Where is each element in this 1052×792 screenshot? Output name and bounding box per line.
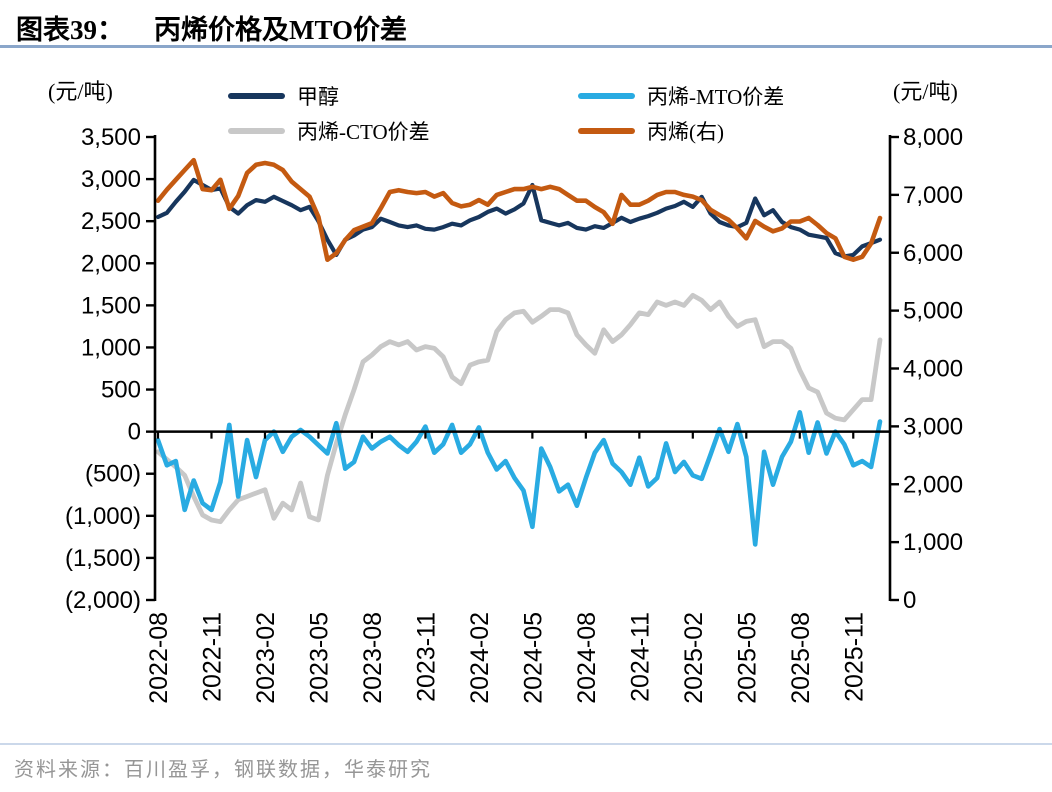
x-tick-label: 2025-05 — [733, 612, 761, 704]
legend-item-methanol: 甲醇 — [228, 83, 339, 109]
x-tick-label: 2024-02 — [466, 612, 494, 704]
legend-item-mto-spread: 丙烯-MTO价差 — [578, 83, 784, 109]
svg-text:1,500: 1,500 — [81, 292, 141, 319]
x-tick-label: 2024-08 — [573, 612, 601, 704]
legend-swatch — [578, 128, 635, 134]
line-propylene — [155, 157, 883, 263]
x-tick-label: 2023-05 — [305, 612, 333, 704]
svg-text:500: 500 — [101, 377, 141, 404]
svg-text:(500): (500) — [85, 461, 141, 488]
svg-text:0: 0 — [903, 587, 916, 614]
x-tick-label: 2025-11 — [840, 612, 868, 702]
svg-text:3,000: 3,000 — [81, 166, 141, 193]
title-underline — [0, 45, 1052, 48]
x-tick-label: 2022-11 — [199, 612, 227, 702]
svg-text:4,000: 4,000 — [903, 356, 963, 383]
legend-label: 丙烯-CTO价差 — [297, 120, 430, 144]
right-axis-unit: (元/吨) — [893, 79, 958, 104]
svg-text:8,000: 8,000 — [903, 124, 963, 151]
legend-item-propylene: 丙烯(右) — [578, 118, 724, 144]
x-tick-label: 2024-05 — [519, 612, 547, 704]
x-tick-label: 2023-08 — [359, 612, 387, 704]
svg-text:2,500: 2,500 — [81, 208, 141, 235]
svg-text:3,500: 3,500 — [81, 124, 141, 151]
x-tick-label: 2025-02 — [680, 612, 708, 704]
legend-label: 甲醇 — [297, 85, 339, 109]
x-tick-label: 2023-11 — [412, 612, 440, 702]
x-tick-label: 2023-02 — [252, 612, 280, 704]
svg-text:0: 0 — [128, 419, 141, 446]
svg-text:2,000: 2,000 — [81, 250, 141, 277]
page-title: 丙烯价格及MTO价差 — [154, 15, 408, 45]
svg-text:7,000: 7,000 — [903, 182, 963, 209]
legend-label: 丙烯(右) — [647, 120, 724, 144]
legend-label: 丙烯-MTO价差 — [647, 85, 785, 109]
svg-text:(2,000): (2,000) — [65, 587, 141, 614]
svg-text:6,000: 6,000 — [903, 240, 963, 267]
line-cto-spread — [155, 292, 883, 525]
svg-text:2,000: 2,000 — [903, 471, 963, 498]
legend-swatch — [228, 128, 285, 134]
x-tick-label: 2025-08 — [787, 612, 815, 704]
x-tick-label: 2024-11 — [626, 612, 654, 702]
svg-text:(1,000): (1,000) — [65, 503, 141, 530]
line-methanol — [155, 177, 883, 259]
figure-title: 图表39： 丙烯价格及MTO价差 — [16, 8, 1036, 47]
svg-text:5,000: 5,000 — [903, 298, 963, 325]
legend-swatch — [228, 93, 285, 99]
legend-item-cto-spread: 丙烯-CTO价差 — [228, 118, 430, 144]
source-note: 资料来源：百川盈孚，钢联数据，华泰研究 — [14, 759, 432, 781]
figure-number: 图表39： — [16, 15, 124, 45]
line-mto-spread — [155, 409, 883, 547]
svg-text:3,000: 3,000 — [903, 413, 963, 440]
left-axis-unit: (元/吨) — [48, 79, 113, 104]
x-tick-label: 2022-08 — [145, 612, 173, 704]
svg-text:1,000: 1,000 — [81, 334, 141, 361]
svg-text:(1,500): (1,500) — [65, 545, 141, 572]
legend-swatch — [578, 93, 635, 99]
source-divider — [0, 743, 1052, 745]
svg-text:1,000: 1,000 — [903, 529, 963, 556]
